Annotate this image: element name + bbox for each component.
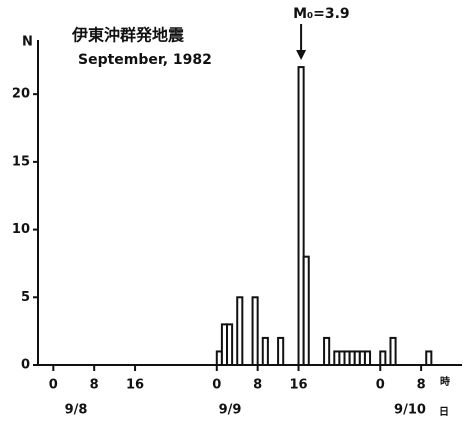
x-tick-label: 16 [289, 378, 307, 393]
bar [277, 336, 285, 366]
x-unit: 時 [440, 375, 450, 388]
y-tick-label: 15 [12, 154, 30, 169]
x-tick-label: 8 [253, 378, 262, 393]
date-label: 9/10 [394, 403, 426, 418]
date-label: 9/8 [65, 403, 88, 418]
y-tick-label: 0 [21, 358, 30, 373]
bar [379, 350, 387, 367]
bar [251, 296, 259, 366]
date-unit: 日 [439, 406, 449, 418]
date-label: 9/9 [219, 403, 242, 418]
bar [226, 323, 234, 366]
bar [236, 296, 244, 366]
bar [363, 350, 372, 367]
x-tick-label: 8 [417, 378, 426, 393]
bar [297, 66, 305, 366]
bar [261, 336, 269, 366]
bar [302, 255, 310, 366]
x-tick-label: 0 [376, 378, 385, 393]
x-tick-label: 0 [49, 378, 58, 393]
bar [389, 336, 397, 366]
y-tick-label: 5 [21, 290, 30, 305]
bar [323, 336, 331, 366]
x-tick-label: 8 [90, 378, 99, 393]
y-tick-label: 20 [12, 87, 30, 102]
y-tick-label: 10 [12, 222, 30, 237]
chart-title: 伊東沖群発地震 [71, 26, 185, 45]
x-tick-label: 16 [126, 378, 144, 393]
annotation-arrowhead [296, 50, 307, 60]
y-axis-label: N [22, 35, 33, 50]
bar [425, 350, 433, 367]
chart-subtitle: September, 1982 [78, 52, 212, 68]
x-tick-label: 0 [212, 378, 221, 393]
annotation: M₀=3.9 [293, 6, 350, 22]
